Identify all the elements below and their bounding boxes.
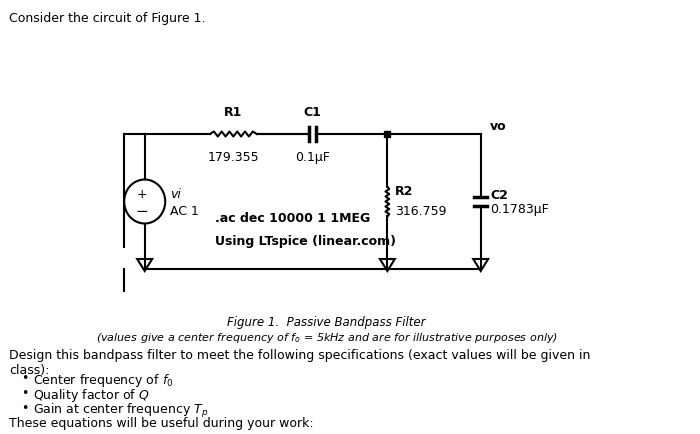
Text: •: • <box>22 402 29 415</box>
Text: Gain at center frequency $T_p$: Gain at center frequency $T_p$ <box>33 402 208 420</box>
Text: Using LTspice (linear.com): Using LTspice (linear.com) <box>215 236 396 249</box>
Text: C1: C1 <box>304 106 321 119</box>
Text: −: − <box>136 204 148 219</box>
Text: R2: R2 <box>395 185 413 198</box>
Text: Figure 1.  Passive Bandpass Filter: Figure 1. Passive Bandpass Filter <box>228 316 426 329</box>
Text: •: • <box>22 372 29 385</box>
Text: .ac dec 10000 1 1MEG: .ac dec 10000 1 1MEG <box>215 213 370 226</box>
Text: Design this bandpass filter to meet the following specifications (exact values w: Design this bandpass filter to meet the … <box>9 349 591 377</box>
Text: Consider the circuit of Figure 1.: Consider the circuit of Figure 1. <box>9 12 206 25</box>
Text: vo: vo <box>490 119 507 132</box>
Text: Quality factor of $Q$: Quality factor of $Q$ <box>33 387 149 404</box>
Text: (values give a center frequency of $f_o$ = 5kHz and are for illustrative purpose: (values give a center frequency of $f_o$… <box>96 331 558 345</box>
Text: 0.1783μF: 0.1783μF <box>490 203 549 216</box>
Text: •: • <box>22 387 29 400</box>
Text: These equations will be useful during your work:: These equations will be useful during yo… <box>9 417 314 430</box>
Text: C2: C2 <box>490 189 508 202</box>
Text: 179.355: 179.355 <box>207 151 259 164</box>
Text: AC 1: AC 1 <box>170 205 199 218</box>
Text: 0.1μF: 0.1μF <box>295 151 330 164</box>
Text: +: + <box>136 188 147 201</box>
Text: 316.759: 316.759 <box>395 205 447 218</box>
Text: R1: R1 <box>224 106 242 119</box>
Text: vi: vi <box>170 188 181 201</box>
Text: Center frequency of $f_0$: Center frequency of $f_0$ <box>33 372 173 389</box>
